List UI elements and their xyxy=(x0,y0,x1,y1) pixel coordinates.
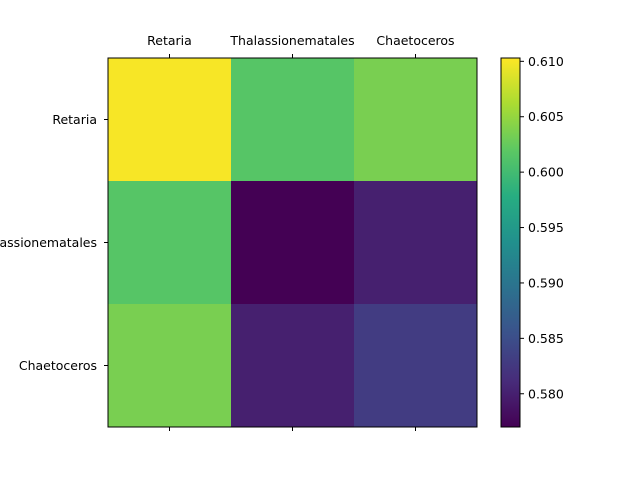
colorbar-tick-label: 0.580 xyxy=(528,386,564,401)
heatmap-cell xyxy=(108,181,232,305)
heatmap-cell xyxy=(108,304,232,428)
colorbar-tick-label: 0.610 xyxy=(528,54,564,69)
heatmap-cells xyxy=(108,58,478,428)
colorbar-tick-label: 0.600 xyxy=(528,165,564,180)
colorbar-ticks: 0.580 0.585 0.590 0.595 0.600 0.605 0.610 xyxy=(520,54,564,401)
heatmap-cell xyxy=(231,181,355,305)
y-tick-label: Thalassionematales xyxy=(0,235,97,250)
x-axis-top: Retaria Thalassionematales Chaetoceros xyxy=(147,33,455,58)
colorbar-tick-label: 0.595 xyxy=(528,220,564,235)
x-axis-bottom xyxy=(169,427,416,431)
y-axis: Retaria Thalassionematales Chaetoceros xyxy=(0,112,108,373)
colorbar-gradient xyxy=(500,57,521,428)
colorbar-tick-label: 0.605 xyxy=(528,109,564,124)
heatmap-cell xyxy=(231,58,355,182)
y-tick-label: Retaria xyxy=(52,112,97,127)
x-tick-label: Thalassionematales xyxy=(229,33,354,48)
y-tick-label: Chaetoceros xyxy=(19,358,97,373)
heatmap-cell xyxy=(354,304,478,428)
colorbar: 0.580 0.585 0.590 0.595 0.600 0.605 0.610 xyxy=(500,54,564,428)
heatmap-cell xyxy=(354,181,478,305)
colorbar-tick-label: 0.585 xyxy=(528,331,564,346)
colorbar-tick-label: 0.590 xyxy=(528,275,564,290)
x-tick-label: Chaetoceros xyxy=(376,33,454,48)
heatmap-cell xyxy=(354,58,478,182)
x-tick-label: Retaria xyxy=(147,33,192,48)
heatmap-cell xyxy=(231,304,355,428)
heatmap-cell xyxy=(108,58,232,182)
